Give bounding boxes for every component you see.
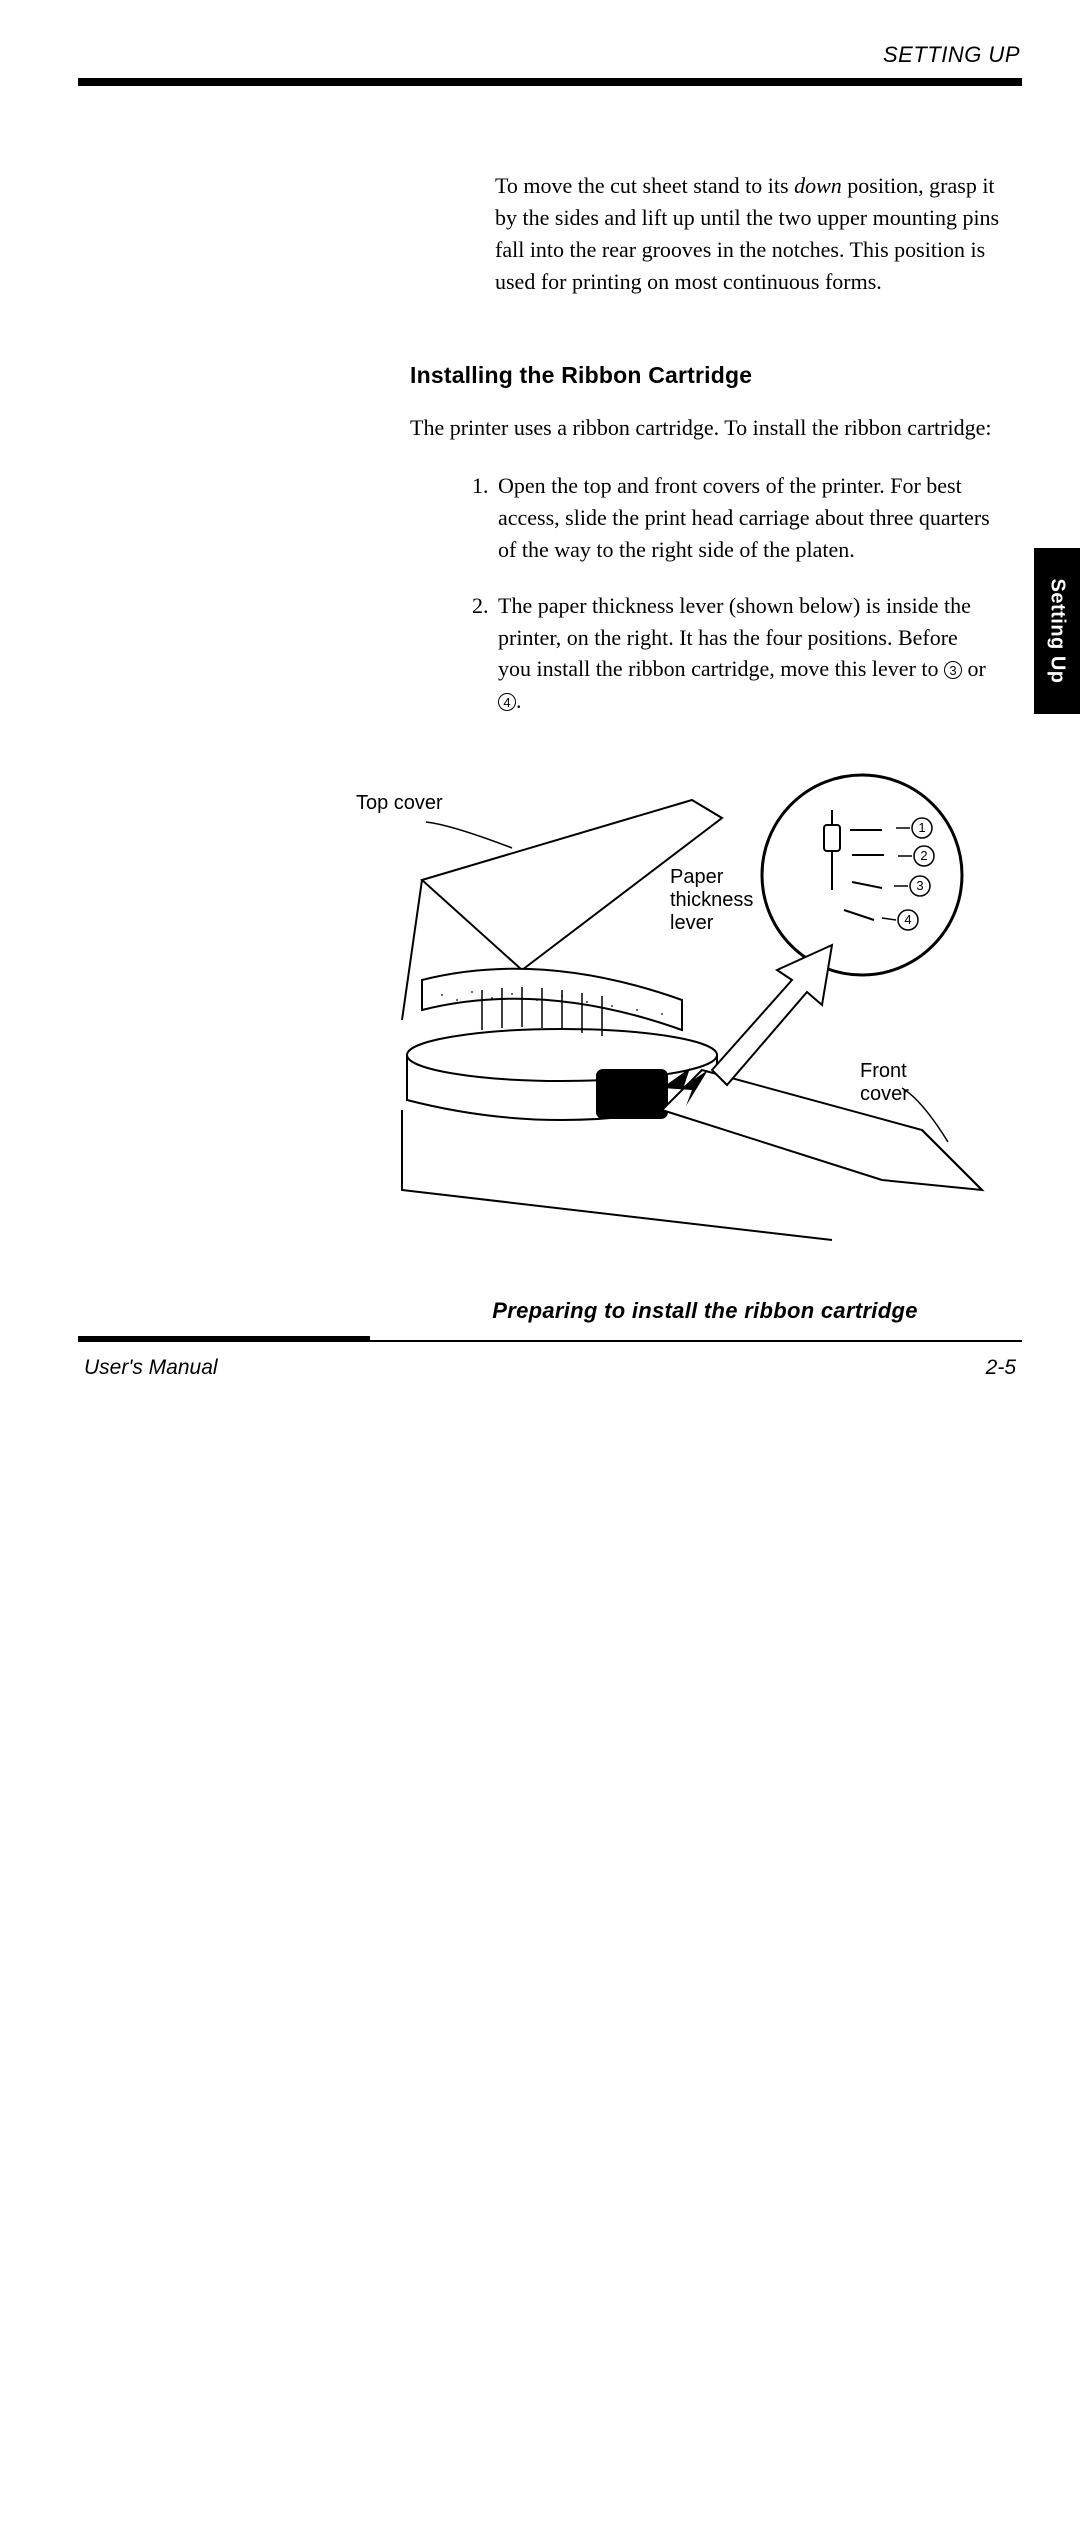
detail-num-3: 3 — [916, 878, 923, 893]
ordered-steps: 1. Open the top and front covers of the … — [472, 470, 990, 741]
step-1-text: Open the top and front covers of the pri… — [498, 473, 990, 562]
step-2-post: . — [516, 688, 522, 713]
label-paper-thickness: Paper thickness lever — [670, 866, 753, 935]
footer-rule — [78, 1336, 1022, 1342]
step-2-pre: The paper thickness lever (shown below) … — [498, 593, 971, 682]
section-heading: Installing the Ribbon Cartridge — [410, 362, 752, 389]
circled-4-icon: 4 — [498, 693, 516, 711]
page-number: 2-5 — [986, 1356, 1016, 1380]
step-2-mid: or — [962, 656, 986, 681]
step-1-number: 1. — [472, 470, 489, 502]
step-2: 2. The paper thickness lever (shown belo… — [472, 590, 990, 718]
manual-page: SETTING UP To move the cut sheet stand t… — [0, 0, 1080, 1480]
step-2-number: 2. — [472, 590, 489, 622]
thumb-tab: Setting Up — [1034, 548, 1080, 714]
page-footer: User's Manual 2-5 — [84, 1356, 1016, 1380]
figure-caption: Preparing to install the ribbon cartridg… — [410, 1298, 1000, 1324]
intro-italic-word: down — [794, 173, 842, 198]
lead-paragraph: The printer uses a ribbon cartridge. To … — [410, 412, 1000, 444]
intro-pre: To move the cut sheet stand to its — [495, 173, 794, 198]
printer-illustration: 1 2 3 4 — [362, 770, 1002, 1250]
footer-manual-title: User's Manual — [84, 1356, 218, 1379]
detail-num-4: 4 — [904, 912, 911, 927]
intro-paragraph: To move the cut sheet stand to its down … — [495, 170, 1000, 298]
step-1: 1. Open the top and front covers of the … — [472, 470, 990, 566]
detail-num-2: 2 — [920, 848, 927, 863]
thumb-tab-label: Setting Up — [1046, 579, 1069, 684]
detail-num-1: 1 — [918, 820, 925, 835]
label-front-cover: Front cover — [860, 1060, 909, 1106]
label-top-cover: Top cover — [356, 792, 443, 815]
printer-figure: 1 2 3 4 — [362, 770, 1002, 1250]
circled-3-icon: 3 — [944, 661, 962, 679]
running-head: SETTING UP — [80, 42, 1020, 68]
header-rule — [78, 78, 1022, 86]
